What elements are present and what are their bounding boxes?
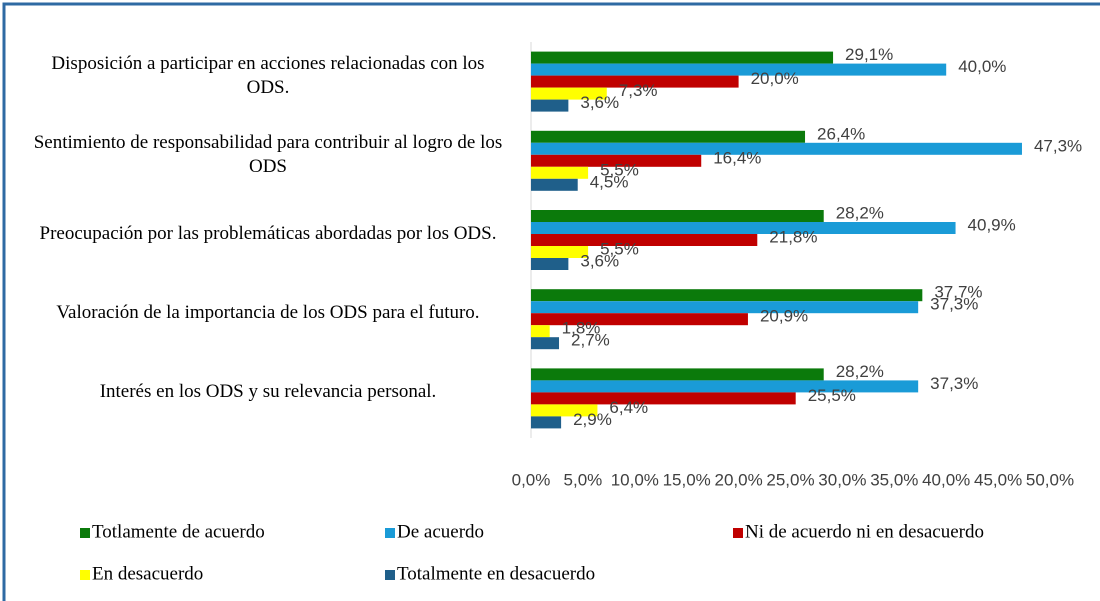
legend-swatch: [385, 528, 395, 538]
value-label: 3,6%: [580, 251, 619, 270]
x-tick-label: 45,0%: [974, 470, 1022, 489]
legend-label: De acuerdo: [397, 521, 484, 542]
x-tick-label: 25,0%: [766, 470, 814, 489]
category-label: Preocupación por las problemáticas abord…: [39, 223, 497, 244]
legend-swatch: [733, 528, 743, 538]
value-label: 1,8%: [562, 319, 601, 338]
value-label: 21,8%: [769, 227, 817, 246]
value-label: 20,9%: [760, 307, 808, 326]
bar: [531, 99, 569, 112]
bar: [531, 166, 589, 179]
value-label: 26,4%: [817, 124, 865, 143]
legend-label: Totlamente de acuerdo: [92, 521, 265, 542]
value-label: 47,3%: [1034, 136, 1082, 155]
bar: [531, 75, 739, 88]
bar: [531, 368, 824, 381]
bar: [531, 246, 589, 258]
x-tick-label: 40,0%: [922, 470, 970, 489]
bar: [531, 130, 806, 143]
value-label: 2,7%: [571, 331, 610, 350]
value-label: 28,2%: [836, 362, 884, 381]
bar: [531, 404, 598, 417]
legend-label: Totalmente en desacuerdo: [397, 563, 595, 584]
x-tick-label: 5,0%: [564, 470, 603, 489]
bar: [531, 325, 550, 338]
value-label: 5,5%: [600, 160, 639, 179]
x-tick-label: 30,0%: [818, 470, 866, 489]
value-label: 29,1%: [845, 45, 893, 64]
bar: [531, 234, 758, 246]
value-label: 5,5%: [600, 239, 639, 258]
bar: [531, 87, 607, 100]
value-label: 37,7%: [934, 283, 982, 302]
bar: [531, 51, 834, 64]
bar: [531, 416, 562, 429]
bar: [531, 142, 1022, 155]
value-label: 40,9%: [968, 215, 1016, 234]
x-tick-label: 0,0%: [512, 470, 551, 489]
category-label: Sentimiento de responsabilidad para cont…: [33, 131, 503, 177]
bar: [531, 392, 796, 405]
value-label: 4,5%: [590, 172, 629, 191]
bar: [531, 289, 923, 302]
bar: [531, 337, 560, 350]
legend-swatch: [80, 528, 90, 538]
x-tick-label: 50,0%: [1026, 470, 1074, 489]
bar: [531, 154, 702, 167]
value-label: 28,2%: [836, 203, 884, 222]
bar: [531, 63, 947, 76]
legend-swatch: [385, 570, 395, 580]
value-label: 25,5%: [808, 386, 856, 405]
legend-label: Ni de acuerdo ni en desacuerdo: [745, 521, 984, 542]
bar: [531, 210, 824, 222]
bar: [531, 380, 919, 393]
category-label: Disposición a participar en acciones rel…: [51, 52, 485, 98]
category-label: Valoración de la importancia de los ODS …: [56, 302, 480, 324]
value-label: 40,0%: [958, 57, 1006, 76]
value-label: 37,3%: [930, 295, 978, 314]
bar: [531, 301, 919, 314]
x-tick-label: 15,0%: [663, 470, 711, 489]
value-label: 16,4%: [713, 148, 761, 167]
bar: [531, 313, 748, 326]
category-label: Interés en los ODS y su relevancia perso…: [99, 381, 437, 403]
bar: [531, 178, 578, 191]
bar: [531, 222, 956, 234]
value-label: 2,9%: [573, 410, 612, 429]
legend-swatch: [80, 570, 90, 580]
legend-label: En desacuerdo: [92, 563, 203, 584]
value-label: 7,3%: [619, 81, 658, 100]
x-tick-label: 10,0%: [611, 470, 659, 489]
value-label: 6,4%: [609, 398, 648, 417]
bar: [531, 258, 569, 270]
value-label: 20,0%: [751, 69, 799, 88]
value-label: 37,3%: [930, 374, 978, 393]
x-tick-label: 35,0%: [870, 470, 918, 489]
x-tick-label: 20,0%: [714, 470, 762, 489]
value-label: 3,6%: [580, 93, 619, 112]
